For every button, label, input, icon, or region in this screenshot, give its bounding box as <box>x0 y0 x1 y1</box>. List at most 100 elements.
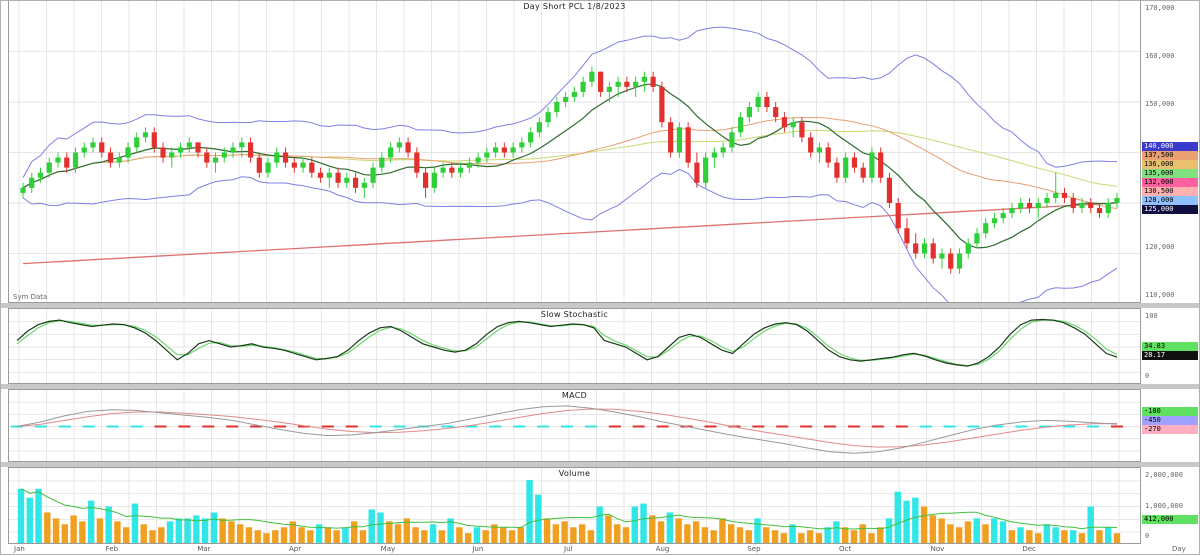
macd-pane[interactable]: MACD <box>8 389 1141 462</box>
candle-body <box>720 147 726 153</box>
candle-body <box>729 132 735 148</box>
volume-bar <box>114 521 121 543</box>
candle-body <box>230 147 236 153</box>
volume-bar <box>210 512 218 543</box>
volume-axis[interactable]: 2,000,000 1,000,000 0 412,000 <box>1141 467 1200 544</box>
axis-tick-label: 110,000 <box>1145 291 1175 299</box>
macd-histogram-bar <box>824 425 837 428</box>
stochastic-chart <box>9 309 1140 383</box>
volume-pane[interactable]: Volume <box>8 467 1141 544</box>
volume-bar <box>666 512 674 543</box>
volume-bar <box>526 479 533 543</box>
volume-bar <box>771 530 779 543</box>
volume-bar <box>386 521 393 543</box>
price-pane-title: Day Short PCL 1/8/2023 <box>523 2 626 11</box>
candle-body <box>195 142 201 153</box>
last-value-tag: 125,000 <box>1142 205 1198 214</box>
volume-bar <box>237 524 244 543</box>
volume-bar <box>87 500 95 543</box>
candle-body <box>46 162 52 173</box>
volume-bar <box>806 530 814 543</box>
volume-pane-title: Volume <box>558 469 591 478</box>
volume-bar <box>991 518 998 543</box>
volume-bar <box>17 488 25 543</box>
stochastic-d-line <box>16 319 1118 367</box>
macd-histogram-bar <box>393 425 406 428</box>
candle-body <box>239 142 245 148</box>
candle-body <box>563 96 569 102</box>
macd-histogram-bar <box>345 425 358 428</box>
volume-bar <box>1061 530 1068 543</box>
candle-body <box>55 157 61 163</box>
pane-divider[interactable] <box>0 303 1200 308</box>
volume-bar <box>289 521 297 543</box>
candle-body <box>991 218 998 224</box>
candle-body <box>81 147 87 153</box>
macd-histogram-bar <box>58 425 71 428</box>
candle-body <box>571 91 577 97</box>
volume-bar <box>377 512 384 543</box>
volume-bar <box>929 515 937 543</box>
long-moving-average-line <box>22 202 1118 265</box>
candle-body <box>169 152 175 158</box>
axis-tick-label: 150,000 <box>1145 99 1175 108</box>
volume-bar <box>982 524 989 543</box>
volume-bar <box>131 503 139 543</box>
macd-axis[interactable]: 0-180-450-270 <box>1141 389 1200 462</box>
macd-histogram-bar <box>154 425 167 428</box>
stochastic-pane[interactable]: Slow Stochastic <box>8 308 1141 384</box>
volume-bar <box>763 527 770 543</box>
volume-bar <box>692 521 700 543</box>
volume-bar <box>964 521 972 543</box>
macd-histogram-bar <box>991 425 1004 428</box>
last-value-tag: 135,000 <box>1142 169 1198 178</box>
stochastic-axis[interactable]: 100 0 34.83 28.17 <box>1141 308 1200 384</box>
pane-divider[interactable] <box>0 462 1200 467</box>
volume-bar <box>201 518 209 543</box>
candle-body <box>641 76 647 82</box>
candle-body <box>1026 203 1033 209</box>
volume-bar <box>1113 533 1121 543</box>
macd-histogram-bar <box>178 425 191 428</box>
candle-body <box>1035 203 1041 209</box>
candle-body <box>326 172 332 178</box>
volume-bar <box>885 518 893 543</box>
volume-bar <box>736 527 744 543</box>
macd-histogram-bar <box>704 425 717 428</box>
macd-histogram-bar <box>537 425 550 428</box>
candle-body <box>808 137 814 153</box>
pane-divider[interactable] <box>0 384 1200 389</box>
candle-body <box>466 162 472 168</box>
candle-body <box>37 172 44 178</box>
volume-bar <box>403 518 410 543</box>
macd-histogram-bar <box>106 425 119 428</box>
volume-bar <box>877 527 884 543</box>
price-pane[interactable]: Day Short PCL 1/8/2023 Sym Data <box>8 0 1141 303</box>
candle-body <box>598 71 604 92</box>
volume-bar <box>26 497 33 543</box>
candle-body <box>878 152 884 178</box>
candle-body <box>396 142 402 148</box>
price-axis[interactable]: 170,000160,000150,000140,000130,000120,0… <box>1141 0 1200 303</box>
volume-bar <box>535 494 542 543</box>
axis-tick-label: 2,000,000 <box>1145 471 1183 479</box>
candle-body <box>72 152 79 168</box>
macd-histogram-bar <box>226 425 239 428</box>
volume-bar <box>824 527 831 543</box>
moving-average-line <box>22 129 1118 189</box>
volume-bar <box>298 527 305 543</box>
macd-histogram-bar <box>561 425 573 428</box>
volume-bar <box>79 521 86 543</box>
candle-body <box>886 177 893 203</box>
volume-bar <box>149 530 156 543</box>
axis-tick-label: 1,000,000 <box>1145 501 1183 510</box>
candle-body <box>694 162 700 183</box>
candle-body <box>974 233 980 244</box>
macd-histogram-bar <box>297 425 310 428</box>
candle-body <box>414 152 420 173</box>
volume-bar <box>140 524 147 543</box>
macd-histogram-bar <box>584 425 597 428</box>
candle-body <box>545 112 551 123</box>
volume-bar <box>859 524 866 543</box>
macd-histogram-bar <box>489 425 502 428</box>
